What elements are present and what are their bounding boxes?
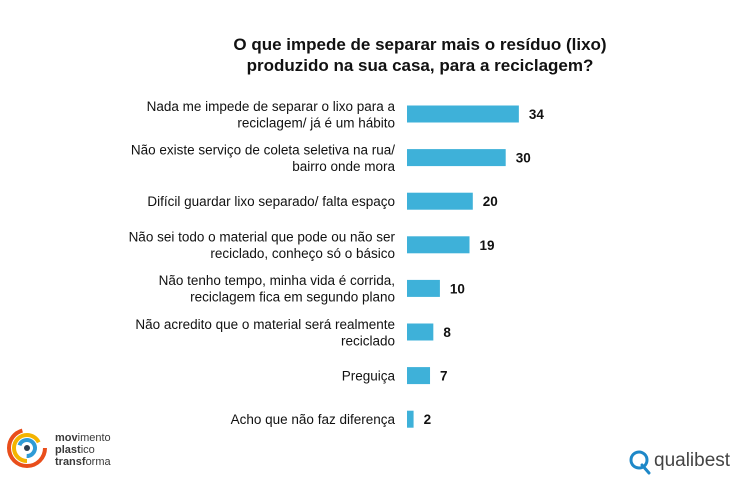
bar-group: 8 Não acredito que o material será realme…: [135, 317, 451, 349]
value-label: 19: [480, 238, 495, 253]
category-label: reciclagem fica em segundo plano: [190, 290, 395, 305]
category-label: Preguiça: [342, 369, 396, 384]
bar: [407, 410, 414, 428]
bar-group: 34 Nada me impede de separar o lixo para …: [147, 99, 545, 131]
value-label: 20: [483, 194, 498, 209]
category-label: Acho que não faz diferença: [231, 412, 396, 427]
category-label: reciclado: [341, 333, 395, 348]
logo-word-movimento: movimento: [55, 432, 111, 444]
rings-icon: [7, 428, 47, 468]
bar: [407, 367, 431, 385]
chart-title: O que impede de separar mais o resíduo (…: [160, 34, 680, 76]
bar-group: 30 Não existe serviço de coleta seletiva …: [131, 142, 531, 174]
chart-title-line-2: produzido na sua casa, para a reciclagem…: [246, 56, 594, 75]
category-label: bairro onde mora: [292, 159, 395, 174]
bar: [407, 192, 473, 210]
bar: [407, 279, 440, 297]
logo-word-plastico: plastico: [55, 444, 95, 456]
category-label: reciclagem/ já é um hábito: [237, 115, 395, 130]
bar: [407, 105, 519, 123]
bar: [407, 323, 434, 341]
value-label: 10: [450, 281, 465, 296]
value-label: 7: [440, 369, 448, 384]
bar: [407, 149, 506, 167]
bar-group: 7 Preguiça: [342, 367, 448, 385]
bar-group: 20 Difícil guardar lixo separado/ falta e…: [147, 192, 498, 210]
value-label: 8: [443, 325, 451, 340]
bar-group: 19 Não sei todo o material que pode ou nã…: [129, 230, 495, 261]
category-label: Não acredito que o material será realmen…: [135, 317, 395, 332]
category-label: Não tenho tempo, minha vida é corrida,: [159, 273, 395, 288]
qualibest-wordmark: qualibest: [654, 450, 731, 471]
category-label: Nada me impede de separar o lixo para a: [147, 99, 396, 114]
bar: [407, 236, 470, 254]
bar-group: 2 Acho que não faz diferença: [231, 410, 432, 428]
category-label: Difícil guardar lixo separado/ falta esp…: [147, 194, 395, 209]
category-label: Não existe serviço de coleta seletiva na…: [131, 142, 395, 157]
category-label: Não sei todo o material que pode ou não …: [129, 230, 396, 245]
value-label: 30: [516, 151, 531, 166]
bar-group: 10 Não tenho tempo, minha vida é corrida,…: [159, 273, 465, 305]
value-label: 34: [529, 107, 545, 122]
category-label: reciclado, conheço só o básico: [210, 246, 395, 261]
q-logo-icon: [629, 450, 651, 475]
value-label: 2: [424, 412, 432, 427]
chart-title-line-1: O que impede de separar mais o resíduo (…: [233, 35, 607, 54]
movimento-plastico-transforma-logo: movimento plastico transforma: [5, 426, 145, 470]
logo-word-transforma: transforma: [55, 456, 111, 468]
